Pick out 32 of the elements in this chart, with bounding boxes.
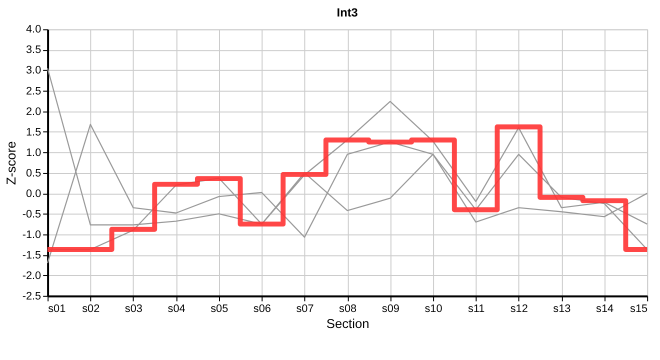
y-tick-label: 2.0: [26, 106, 42, 118]
y-tick-label: 3.0: [26, 64, 42, 77]
y-tick-label: 1.5: [26, 126, 42, 138]
y-tick-label: 0.0: [26, 188, 42, 200]
x-tick-label: s04: [168, 303, 186, 316]
y-tick-label: -2.0: [22, 270, 42, 282]
x-tick-label: s01: [48, 303, 66, 316]
x-tick-label: s09: [382, 303, 400, 316]
y-tick-label: 0.5: [26, 167, 42, 180]
chart-title: Int3: [336, 5, 358, 20]
x-tick-label: s05: [210, 303, 228, 316]
x-tick-label: s02: [82, 303, 100, 316]
y-tick-label: -1.5: [22, 249, 42, 262]
x-tick-label: s10: [424, 303, 442, 316]
x-tick-label: s11: [468, 303, 485, 316]
y-tick-label: -2.5: [22, 290, 42, 302]
x-tick-label: s03: [124, 303, 142, 316]
y-axis-title: Z-score: [3, 141, 18, 185]
x-tick-label: s07: [296, 303, 314, 316]
x-tick-label: s06: [253, 303, 271, 316]
y-tick-label: 2.5: [26, 85, 42, 98]
y-tick-label: -0.5: [22, 208, 42, 220]
y-tick-label: 1.0: [26, 146, 42, 159]
x-tick-label: s15: [630, 303, 648, 316]
x-tick-label: s14: [596, 303, 614, 316]
x-tick-label: s13: [553, 303, 571, 316]
y-tick-label: 3.5: [26, 44, 42, 56]
x-axis-title: Section: [326, 316, 370, 332]
x-tick-label: s08: [339, 303, 357, 316]
y-tick-label: 4.0: [26, 24, 42, 36]
x-tick-label: s12: [510, 303, 528, 316]
y-tick-label: -1.0: [22, 228, 42, 241]
